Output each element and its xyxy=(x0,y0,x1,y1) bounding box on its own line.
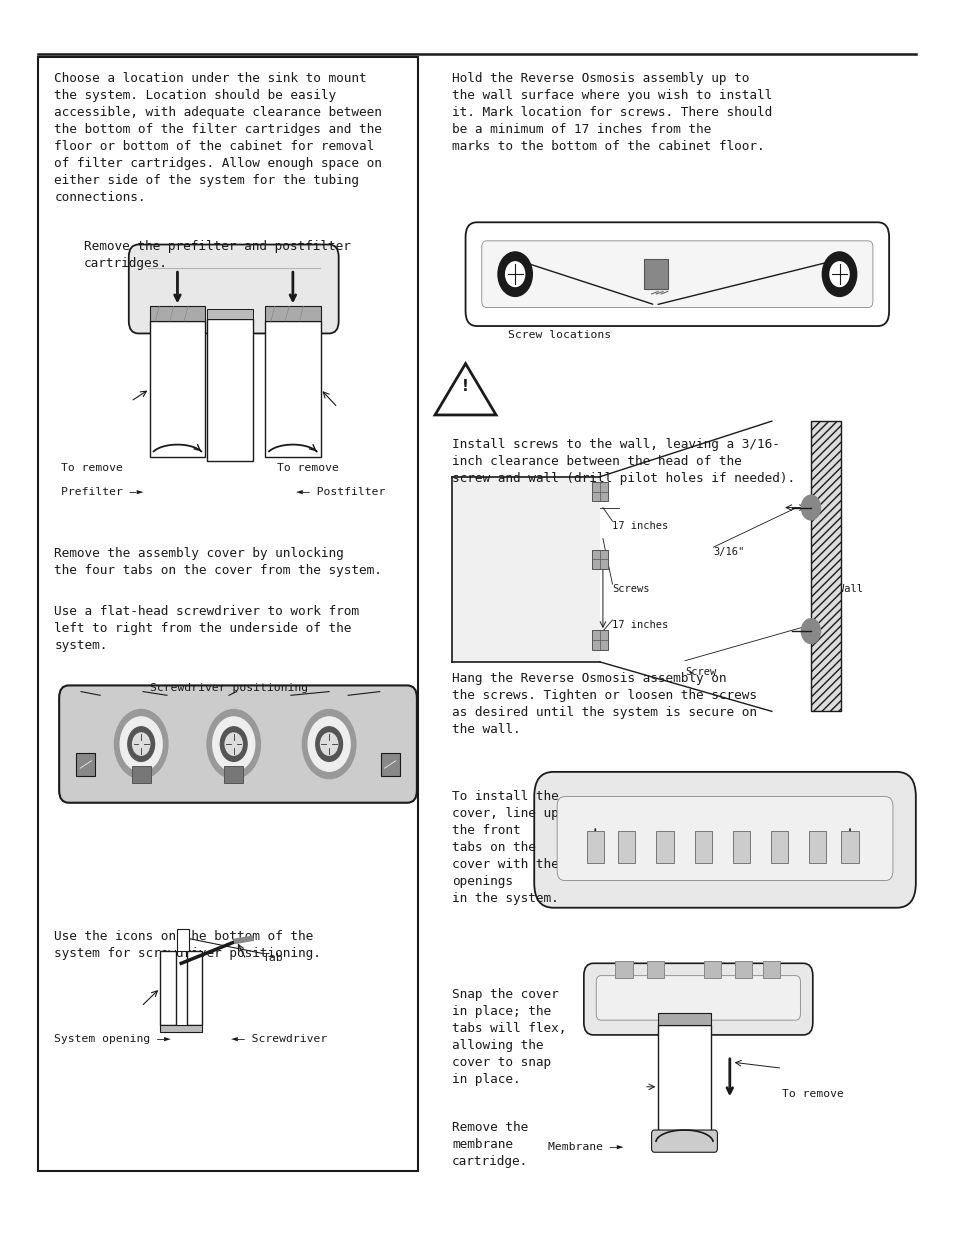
Bar xyxy=(643,259,667,289)
Bar xyxy=(265,321,320,457)
Circle shape xyxy=(829,262,848,287)
Text: Choose a location under the sink to mount
the system. Location should be easily
: Choose a location under the sink to moun… xyxy=(54,72,382,204)
Bar xyxy=(658,1025,710,1136)
Circle shape xyxy=(821,252,856,296)
Bar xyxy=(732,831,749,863)
Bar xyxy=(694,831,711,863)
Circle shape xyxy=(315,726,342,761)
Bar xyxy=(586,831,603,863)
Bar xyxy=(592,550,607,569)
FancyBboxPatch shape xyxy=(596,976,800,1020)
Text: Remove the
membrane
cartridge.: Remove the membrane cartridge. xyxy=(452,1121,528,1168)
Text: Prefilter —►: Prefilter —► xyxy=(61,487,143,496)
Text: 17 inches: 17 inches xyxy=(612,521,668,531)
Text: ◄— Screwdriver: ◄— Screwdriver xyxy=(231,1034,327,1044)
Text: Screwdriver positioning: Screwdriver positioning xyxy=(150,683,308,693)
Circle shape xyxy=(497,252,532,296)
Text: Hold the Reverse Osmosis assembly up to
the wall surface where you wish to insta: Hold the Reverse Osmosis assembly up to … xyxy=(452,72,772,153)
Bar xyxy=(810,421,841,711)
Circle shape xyxy=(320,734,337,756)
Bar xyxy=(762,961,780,978)
Bar xyxy=(207,319,253,461)
Bar xyxy=(150,321,205,457)
Circle shape xyxy=(114,709,168,779)
Text: To install the
cover, line up
the front
tabs on the
cover with the
openings
in t: To install the cover, line up the front … xyxy=(452,790,558,905)
FancyBboxPatch shape xyxy=(129,245,338,333)
Circle shape xyxy=(801,619,820,643)
Bar xyxy=(76,753,95,776)
Circle shape xyxy=(308,716,350,771)
Bar xyxy=(841,831,858,863)
FancyBboxPatch shape xyxy=(534,772,915,908)
Polygon shape xyxy=(435,363,496,415)
Text: System opening —►: System opening —► xyxy=(54,1034,172,1044)
FancyBboxPatch shape xyxy=(59,685,416,803)
Text: !: ! xyxy=(461,379,469,394)
Text: Hang the Reverse Osmosis assembly on
the screws. Tighten or loosen the screws
as: Hang the Reverse Osmosis assembly on the… xyxy=(452,672,757,736)
Bar xyxy=(452,477,599,662)
Text: To remove: To remove xyxy=(276,463,338,473)
FancyBboxPatch shape xyxy=(651,1130,717,1152)
Text: Snap the cover
in place; the
tabs will flex,
allowing the
cover to snap
in place: Snap the cover in place; the tabs will f… xyxy=(452,988,566,1086)
Text: Use the icons on the bottom of the
system for screwdriver positioning.: Use the icons on the bottom of the syste… xyxy=(54,930,321,960)
Bar xyxy=(592,630,607,650)
Circle shape xyxy=(128,726,154,761)
Circle shape xyxy=(132,734,150,756)
Text: Install screws to the wall, leaving a 3/16-
inch clearance between the head of t: Install screws to the wall, leaving a 3/… xyxy=(452,438,795,485)
Text: Screw: Screw xyxy=(684,667,716,677)
Bar xyxy=(150,306,205,321)
FancyBboxPatch shape xyxy=(557,797,892,881)
Bar xyxy=(380,753,399,776)
Bar xyxy=(224,766,243,783)
Bar xyxy=(703,961,720,978)
Text: Screws: Screws xyxy=(612,584,649,594)
Bar xyxy=(646,961,663,978)
Circle shape xyxy=(120,716,162,771)
Circle shape xyxy=(505,262,524,287)
Text: Remove the prefilter and postfilter
cartridges.: Remove the prefilter and postfilter cart… xyxy=(84,240,351,269)
Bar xyxy=(207,309,253,319)
Text: Wall: Wall xyxy=(837,584,862,594)
FancyBboxPatch shape xyxy=(583,963,812,1035)
Bar xyxy=(808,831,825,863)
Bar xyxy=(160,951,175,1025)
Bar xyxy=(656,831,673,863)
Text: Screw locations: Screw locations xyxy=(508,330,611,340)
Circle shape xyxy=(302,709,355,779)
FancyBboxPatch shape xyxy=(481,241,872,308)
Bar xyxy=(592,482,607,501)
Bar xyxy=(265,306,320,321)
Bar xyxy=(658,1013,710,1025)
Circle shape xyxy=(207,709,260,779)
Text: To remove: To remove xyxy=(781,1089,843,1099)
Text: Membrane —►: Membrane —► xyxy=(547,1142,622,1152)
Text: 3/16": 3/16" xyxy=(713,547,744,557)
Text: Tab: Tab xyxy=(262,953,283,963)
FancyBboxPatch shape xyxy=(465,222,888,326)
Bar xyxy=(618,831,635,863)
Circle shape xyxy=(801,495,820,520)
Bar xyxy=(160,1025,202,1032)
Circle shape xyxy=(220,726,247,761)
Bar xyxy=(734,961,751,978)
Circle shape xyxy=(225,734,242,756)
Text: ◄— Postfilter: ◄— Postfilter xyxy=(295,487,385,496)
Text: 17 inches: 17 inches xyxy=(612,620,668,630)
Bar xyxy=(615,961,632,978)
Bar xyxy=(38,57,417,1171)
Text: To remove: To remove xyxy=(61,463,123,473)
Bar xyxy=(187,951,202,1025)
Bar xyxy=(177,929,189,951)
Text: Remove the assembly cover by unlocking
the four tabs on the cover from the syste: Remove the assembly cover by unlocking t… xyxy=(54,547,382,577)
Text: Use a flat-head screwdriver to work from
left to right from the underside of the: Use a flat-head screwdriver to work from… xyxy=(54,605,359,652)
Circle shape xyxy=(213,716,254,771)
Bar xyxy=(770,831,787,863)
Bar xyxy=(132,766,151,783)
